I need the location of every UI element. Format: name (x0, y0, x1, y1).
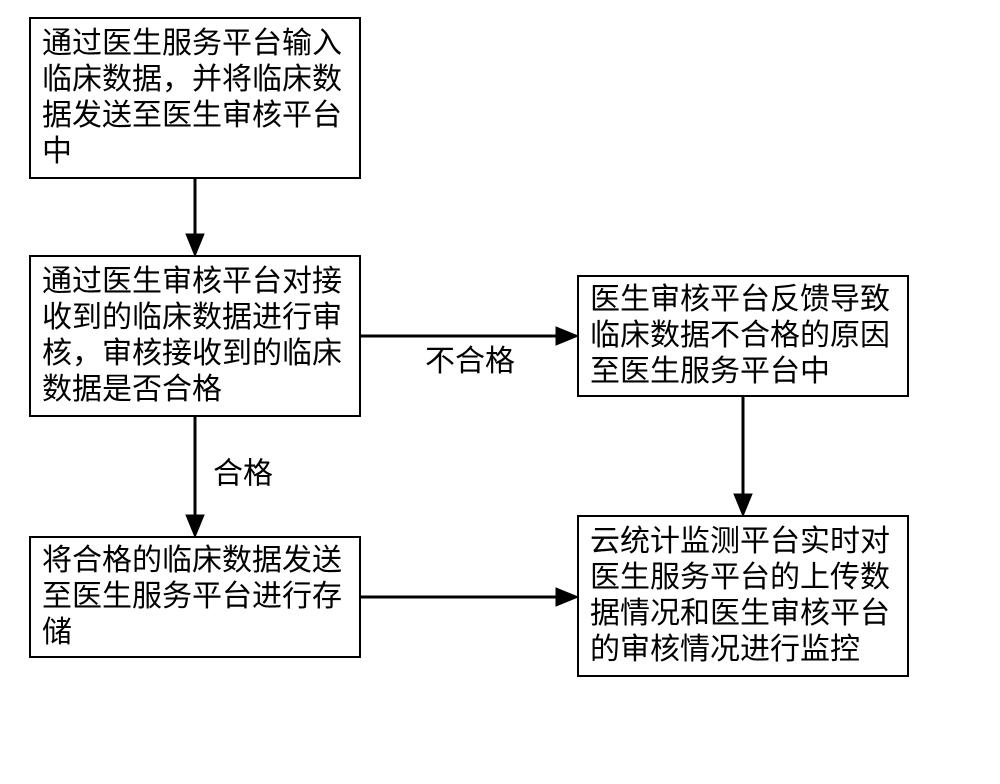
arrow-head (734, 494, 752, 516)
arrow-head (556, 588, 578, 606)
flow-node-text: 通过医生服务平台输入 (42, 27, 342, 60)
flow-node-text: 医生服务平台的上传数 (590, 561, 890, 594)
flow-node-n5: 云统计监测平台实时对医生服务平台的上传数据情况和医生审核平台的审核情况进行监控 (578, 516, 908, 676)
flow-node-text: 医生审核平台反馈导致 (590, 283, 890, 316)
flow-node-text: 中 (42, 135, 72, 168)
flow-node-n1: 通过医生服务平台输入临床数据，并将临床数据发送至医生审核平台中 (30, 18, 360, 178)
flow-node-text: 至医生服务平台进行存 (42, 580, 342, 613)
flow-node-text: 临床数据，并将临床数 (42, 63, 342, 96)
flow-node-text: 将合格的临床数据发送 (42, 544, 342, 577)
arrow-head (186, 515, 204, 537)
flow-node-text: 储 (42, 616, 72, 649)
flow-node-text: 的审核情况进行监控 (590, 633, 860, 666)
flow-node-text: 据情况和医生审核平台 (590, 597, 890, 630)
edge-label: 不合格 (425, 345, 515, 378)
flow-node-text: 至医生服务平台中 (590, 355, 830, 388)
arrow-head (186, 234, 204, 256)
edge-label: 合格 (213, 457, 273, 490)
flow-node-n2: 通过医生审核平台对接收到的临床数据进行审核，审核接收到的临床数据是否合格 (30, 256, 360, 416)
arrow-head (556, 327, 578, 345)
flow-node-text: 云统计监测平台实时对 (590, 525, 890, 558)
flow-node-text: 数据是否合格 (42, 373, 222, 406)
flow-node-n4: 将合格的临床数据发送至医生服务平台进行存储 (30, 537, 360, 657)
flow-node-text: 核，审核接收到的临床 (42, 337, 342, 370)
flow-node-text: 通过医生审核平台对接 (42, 265, 342, 298)
flow-node-text: 收到的临床数据进行审 (42, 301, 342, 334)
flow-node-text: 据发送至医生审核平台 (42, 99, 342, 132)
flow-node-n3: 医生审核平台反馈导致临床数据不合格的原因至医生服务平台中 (578, 276, 908, 396)
flow-node-text: 临床数据不合格的原因 (590, 319, 890, 352)
